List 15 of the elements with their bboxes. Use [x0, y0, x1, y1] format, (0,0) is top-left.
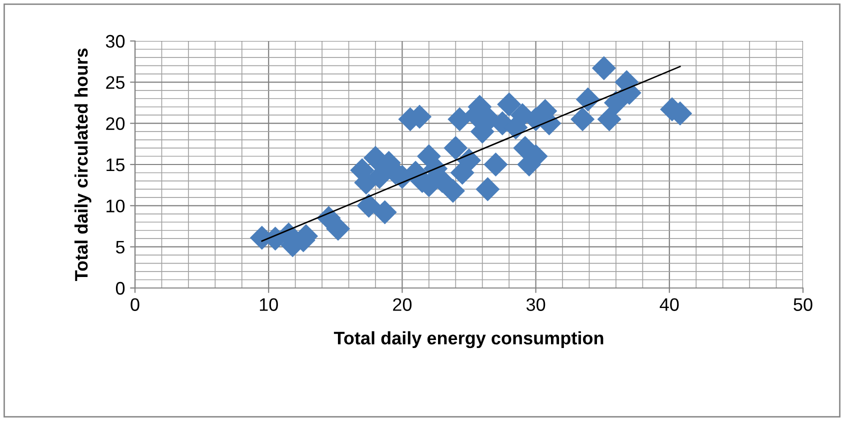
x-tick-label: 10: [260, 298, 278, 311]
x-axis-title: Total daily energy consumption: [334, 331, 604, 348]
y-tick-label: 0: [116, 282, 125, 295]
y-axis-title: Total daily circulated hours: [74, 48, 92, 282]
x-tick-label: 40: [660, 298, 679, 311]
y-tick-label: 10: [106, 200, 125, 212]
x-tick-label: 50: [794, 298, 812, 311]
y-tick-label: 25: [106, 76, 125, 89]
x-tick-label: 20: [393, 298, 412, 311]
y-tick-label: 15: [106, 158, 125, 172]
x-tick-label: 0: [130, 298, 140, 311]
y-tick-label: 20: [106, 117, 125, 130]
x-tick-label: 30: [526, 298, 546, 311]
y-tick-label: 30: [106, 34, 125, 48]
y-tick-label: 5: [116, 240, 125, 254]
